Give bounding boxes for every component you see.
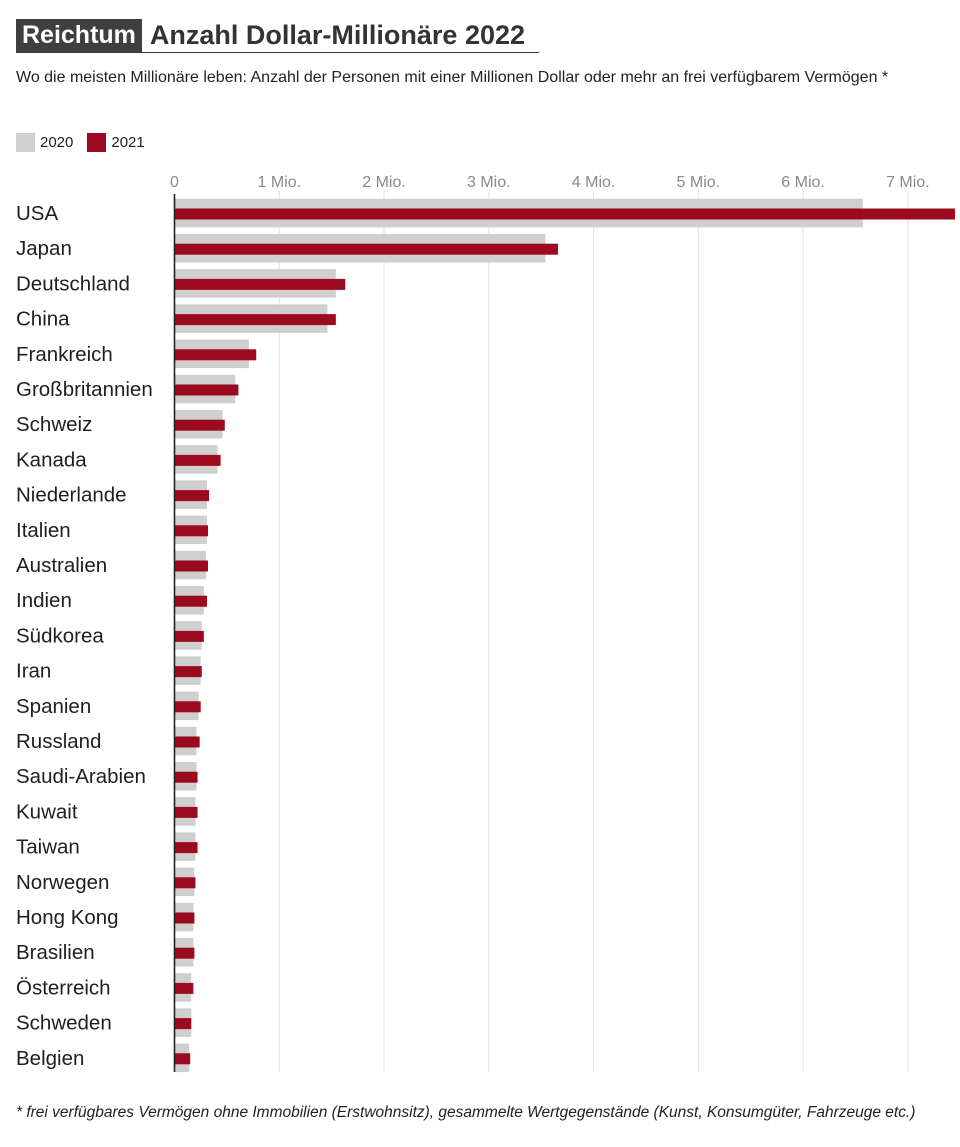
bar-2021 — [174, 877, 196, 889]
category-label: Indien — [16, 589, 72, 612]
legend-label-2020: 2020 — [40, 134, 74, 151]
category-label: Niederlande — [16, 484, 127, 507]
bar-chart: 0 1 Mio. 2 Mio. 3 Mio. 4 Mio. 5 Mio. 6 Mio. 7 M… — [16, 174, 955, 1073]
bar-2021 — [174, 630, 204, 642]
chart-title: Anzahl Dollar-Millionäre 2022 — [149, 20, 526, 50]
legend-swatch-2020 — [16, 133, 35, 152]
category-label: Saudi-Arabien — [16, 765, 146, 788]
bar-2021 — [174, 666, 202, 678]
bar-2021 — [174, 701, 201, 713]
legend-item-2021: 2021 — [87, 133, 145, 152]
category-label: Kanada — [16, 448, 87, 471]
bar-2021 — [174, 595, 207, 607]
x-tick-label: 4 Mio. — [572, 174, 616, 191]
legend-label-2021: 2021 — [111, 134, 145, 151]
bar-2021 — [174, 314, 336, 326]
bar-2021 — [174, 349, 257, 361]
category-label: Japan — [16, 237, 72, 260]
x-tick-label: 5 Mio. — [677, 174, 721, 191]
category-label: Brasilien — [16, 941, 95, 964]
bar-2021 — [174, 525, 209, 537]
category-label: Kuwait — [16, 800, 78, 823]
category-label: Australien — [16, 554, 107, 577]
x-tick-label: 7 Mio. — [886, 174, 930, 191]
category-label: Belgien — [16, 1047, 84, 1070]
bar-2021 — [174, 912, 195, 924]
category-label: Südkorea — [16, 624, 104, 647]
x-tick-label: 6 Mio. — [781, 174, 825, 191]
category-label: China — [16, 308, 70, 331]
bar-2021 — [174, 454, 221, 466]
category-label: Iran — [16, 660, 51, 683]
x-tick-label: 2 Mio. — [362, 174, 406, 191]
category-label: Hong Kong — [16, 906, 119, 929]
x-tick-label: 3 Mio. — [467, 174, 511, 191]
bar-2021 — [174, 771, 198, 783]
x-tick-label: 1 Mio. — [257, 174, 301, 191]
bar-2021 — [174, 1053, 191, 1065]
topic-kicker: Reichtum — [16, 18, 142, 52]
category-label: Deutschland — [16, 272, 130, 295]
bar-2021 — [174, 982, 194, 994]
bar-2021 — [174, 842, 198, 854]
category-label: Norwegen — [16, 871, 109, 894]
bar-2021 — [174, 560, 209, 572]
category-label: Taiwan — [16, 836, 80, 859]
bar-2021 — [174, 208, 955, 220]
bar-2021 — [174, 736, 200, 748]
category-label: Spanien — [16, 695, 91, 718]
legend-swatch-2021 — [87, 133, 107, 152]
bar-2021 — [174, 278, 346, 290]
category-label: Russland — [16, 730, 101, 753]
bar-2021 — [174, 1018, 192, 1030]
x-tick-label: 0 — [170, 174, 179, 191]
category-label: Frankreich — [16, 343, 113, 366]
bar-2021 — [174, 806, 198, 818]
category-label: Italien — [16, 519, 71, 542]
bar-2021 — [174, 384, 239, 396]
category-label: Österreich — [16, 976, 111, 999]
category-label: Schweiz — [16, 413, 92, 436]
category-label: Schweden — [16, 1012, 112, 1035]
bar-2021 — [174, 947, 195, 959]
category-label: USA — [16, 202, 58, 225]
legend: 2020 2021 — [16, 133, 159, 152]
chart-subtitle: Wo die meisten Millionäre leben: Anzahl … — [16, 69, 889, 86]
bar-2021 — [174, 490, 210, 502]
category-label: Großbritannien — [16, 378, 153, 401]
bar-2021 — [174, 419, 225, 431]
chart-header: Reichtum Anzahl Dollar-Millionäre 2022 — [16, 18, 540, 53]
footnote: * frei verfügbares Vermögen ohne Immobil… — [16, 1104, 916, 1121]
legend-item-2020: 2020 — [16, 133, 73, 152]
bar-2021 — [174, 243, 558, 255]
